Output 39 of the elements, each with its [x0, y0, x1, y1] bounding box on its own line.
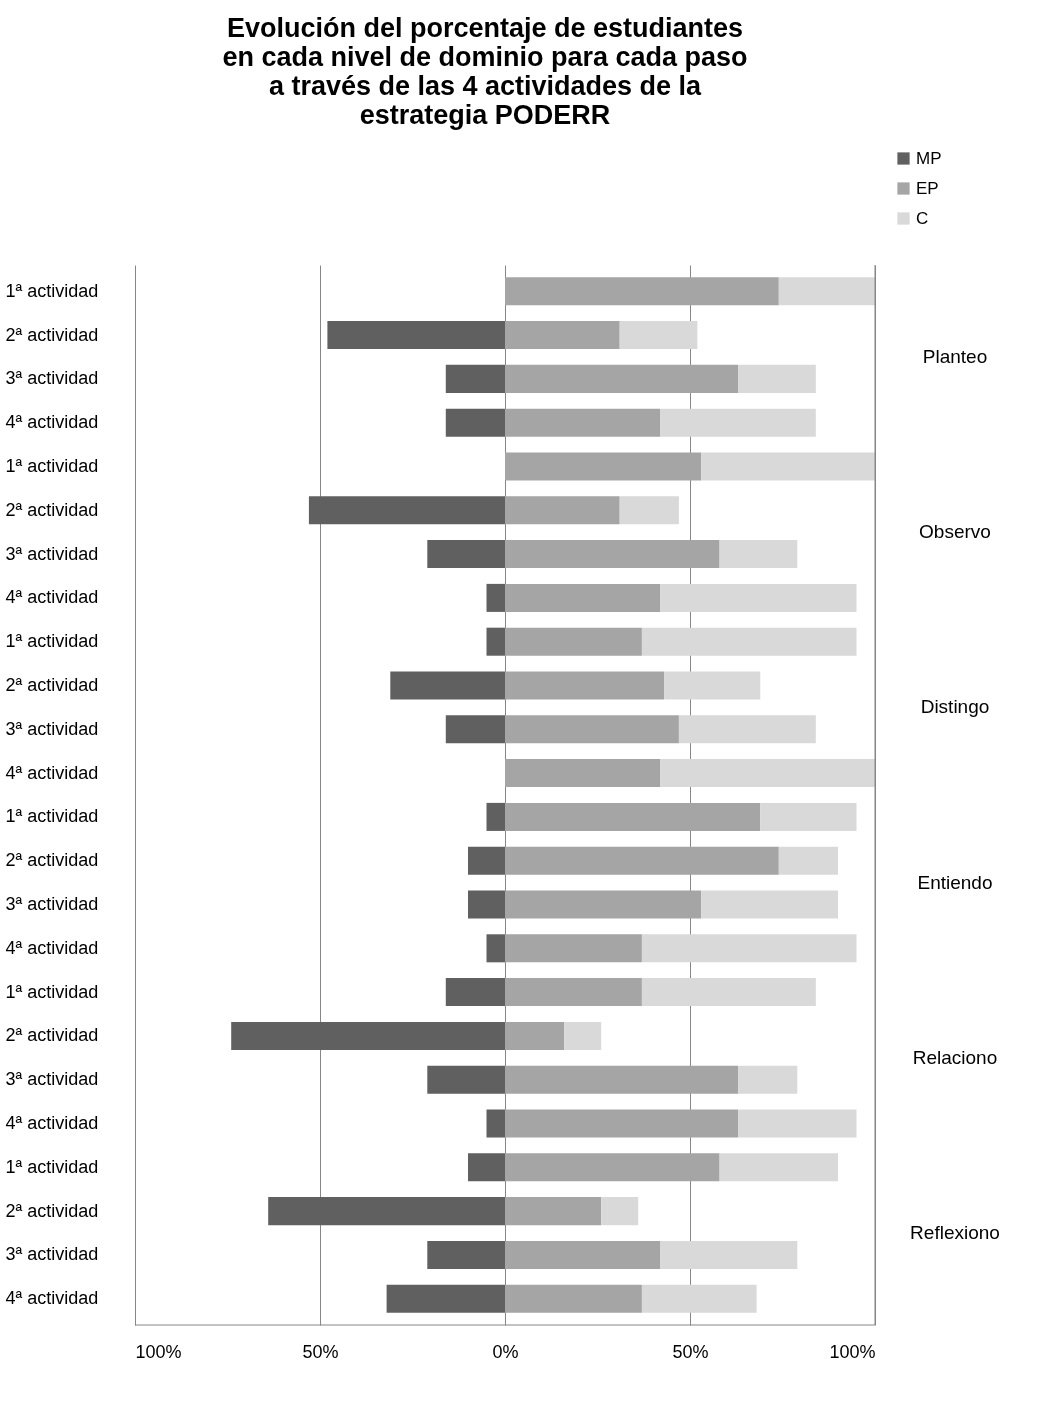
chart-title: Evolución del porcentaje de estudiantes en cada nivel de dominio para cada paso a través de las 4 actividades de la estrategia PODERR: [222, 13, 748, 130]
legend-label: MP: [916, 148, 942, 168]
y-tick-label: 2ª actividad: [5, 850, 99, 871]
y-tick-label: 1ª actividad: [5, 631, 99, 652]
y-tick-label: 4ª actividad: [5, 1288, 99, 1309]
legend-label: C: [916, 208, 929, 228]
y-tick-label: 3ª actividad: [5, 894, 99, 914]
y-tick-label: 2ª actividad: [5, 324, 99, 345]
y-tick-label: 1ª actividad: [5, 455, 99, 476]
y-tick-label: 3ª actividad: [5, 543, 99, 564]
x-tick-label: 100%: [135, 1341, 182, 1362]
x-tick-label: 50%: [302, 1341, 339, 1362]
x-tick-label: 0%: [492, 1341, 519, 1362]
text: Entiendo: [917, 871, 993, 893]
legend-label: EP: [916, 178, 939, 198]
y-tick-label: 3ª actividad: [5, 718, 99, 739]
y-tick-label: 1ª actividad: [5, 806, 99, 827]
y-tick-label: 1ª actividad: [5, 981, 99, 1002]
text: Observo: [919, 521, 991, 543]
text: Relaciono: [912, 1046, 998, 1068]
y-tick-label: 3ª actividad: [5, 368, 99, 389]
y-tick-label: 4ª actividad: [5, 937, 99, 958]
y-tick-label: 4ª actividad: [5, 412, 99, 433]
y-tick-label: 2ª actividad: [5, 499, 99, 520]
y-tick-label: 2ª actividad: [5, 675, 99, 695]
x-tick-label: 100%: [829, 1341, 876, 1362]
text: Reflexiono: [910, 1222, 1000, 1244]
y-tick-label: 4ª actividad: [5, 587, 99, 608]
y-tick-label: 4ª actividad: [5, 1113, 99, 1134]
y-tick-label: 3ª actividad: [5, 1069, 99, 1090]
y-tick-label: 3ª actividad: [5, 1244, 99, 1265]
text: Planteo: [922, 345, 988, 367]
y-tick-label: 1ª actividad: [5, 280, 99, 301]
y-tick-label: 2ª actividad: [5, 1025, 99, 1046]
text: Distingo: [920, 696, 990, 718]
y-tick-label: 4ª actividad: [5, 762, 99, 783]
y-tick-label: 2ª actividad: [5, 1200, 99, 1221]
x-tick-label: 50%: [672, 1341, 709, 1362]
y-tick-label: 1ª actividad: [5, 1156, 99, 1177]
